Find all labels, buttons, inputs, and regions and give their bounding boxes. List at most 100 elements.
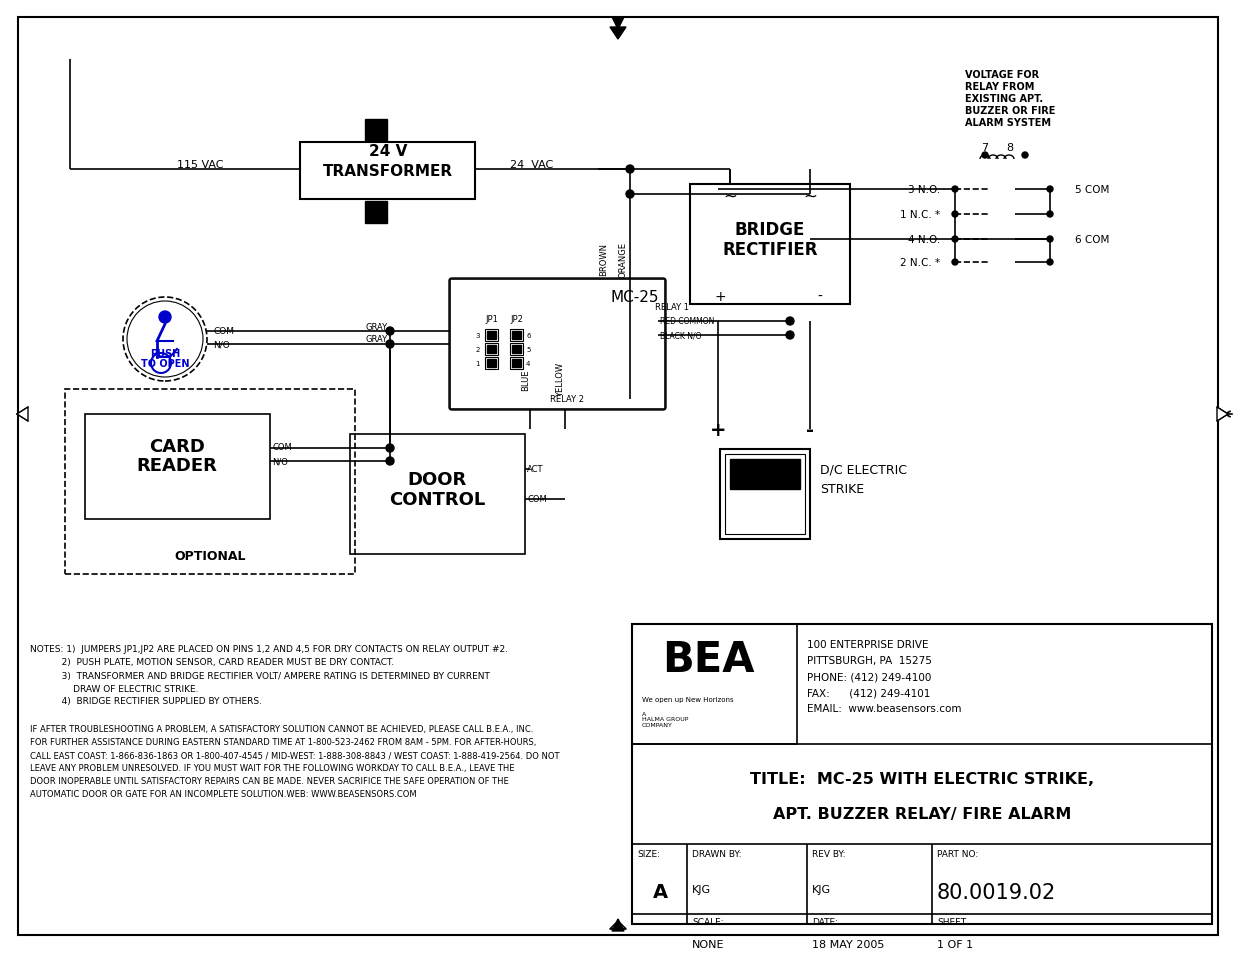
Text: DATE:: DATE: xyxy=(811,918,839,926)
Text: RELAY FROM: RELAY FROM xyxy=(965,82,1035,91)
Polygon shape xyxy=(17,408,28,421)
Text: 24  VAC: 24 VAC xyxy=(510,160,553,170)
Circle shape xyxy=(785,332,794,339)
Text: BLACK N/O: BLACK N/O xyxy=(659,331,701,340)
Bar xyxy=(725,455,805,535)
Text: 6: 6 xyxy=(526,333,531,338)
Text: 2)  PUSH PLATE, MOTION SENSOR, CARD READER MUST BE DRY CONTACT.: 2) PUSH PLATE, MOTION SENSOR, CARD READE… xyxy=(30,658,394,667)
Text: 5 COM: 5 COM xyxy=(1074,185,1109,194)
Text: A
HALMA GROUP
COMPANY: A HALMA GROUP COMPANY xyxy=(642,711,688,727)
Text: 4: 4 xyxy=(526,360,530,367)
Text: DRAWN BY:: DRAWN BY: xyxy=(692,850,741,859)
Text: KJG: KJG xyxy=(692,884,711,894)
Bar xyxy=(632,624,1212,924)
Text: N/O: N/O xyxy=(212,340,230,349)
Text: TRANSFORMER: TRANSFORMER xyxy=(322,164,453,179)
Polygon shape xyxy=(613,18,624,30)
Text: ORANGE: ORANGE xyxy=(619,242,627,277)
Text: CALL EAST COAST: 1-866-836-1863 OR 1-800-407-4545 / MID-WEST: 1-888-308-8843 / W: CALL EAST COAST: 1-866-836-1863 OR 1-800… xyxy=(30,751,559,760)
Circle shape xyxy=(387,340,394,349)
Bar xyxy=(487,346,496,354)
Text: TITLE:  MC-25 WITH ELECTRIC STRIKE,: TITLE: MC-25 WITH ELECTRIC STRIKE, xyxy=(750,772,1094,786)
Text: CARD: CARD xyxy=(149,437,205,456)
Bar xyxy=(85,415,270,519)
Text: -: - xyxy=(806,420,814,439)
Text: +: + xyxy=(710,420,726,439)
Text: JP1: JP1 xyxy=(485,315,499,324)
Text: FAX:      (412) 249-4101: FAX: (412) 249-4101 xyxy=(806,687,930,698)
Text: READER: READER xyxy=(137,456,217,475)
Bar xyxy=(690,185,850,305)
Text: -: - xyxy=(818,290,823,304)
Bar xyxy=(510,357,522,370)
Text: 5: 5 xyxy=(526,347,530,353)
Bar xyxy=(65,390,354,575)
Text: BUZZER OR FIRE: BUZZER OR FIRE xyxy=(965,106,1056,116)
Text: BEA: BEA xyxy=(662,639,755,680)
Text: PART NO:: PART NO: xyxy=(937,850,978,859)
Text: N/O: N/O xyxy=(272,457,288,466)
Bar xyxy=(485,357,498,370)
Text: +: + xyxy=(714,290,726,304)
Text: VOLTAGE FOR: VOLTAGE FOR xyxy=(965,70,1039,80)
Text: DOOR: DOOR xyxy=(408,471,467,489)
Bar xyxy=(350,435,525,555)
Text: We open up New Horizons: We open up New Horizons xyxy=(642,697,734,702)
Bar xyxy=(513,332,521,339)
Text: IF AFTER TROUBLESHOOTING A PROBLEM, A SATISFACTORY SOLUTION CANNOT BE ACHIEVED, : IF AFTER TROUBLESHOOTING A PROBLEM, A SA… xyxy=(30,724,534,734)
Text: ~: ~ xyxy=(722,188,737,206)
Text: SHEET: SHEET xyxy=(937,918,966,926)
Circle shape xyxy=(982,152,988,159)
Circle shape xyxy=(1047,212,1053,218)
Text: RELAY 2: RELAY 2 xyxy=(550,395,584,404)
Text: ACT: ACT xyxy=(527,465,543,474)
Text: 1 OF 1: 1 OF 1 xyxy=(937,939,973,949)
Bar xyxy=(720,450,810,539)
Text: NONE: NONE xyxy=(692,939,725,949)
Text: 3)  TRANSFORMER AND BRIDGE RECTIFIER VOLT/ AMPERE RATING IS DETERMINED BY CURREN: 3) TRANSFORMER AND BRIDGE RECTIFIER VOLT… xyxy=(30,671,490,679)
Circle shape xyxy=(626,191,634,199)
Text: RED COMMON: RED COMMON xyxy=(659,317,714,326)
Text: ~: ~ xyxy=(803,188,818,206)
Text: PUSH: PUSH xyxy=(149,349,180,358)
Text: MC-25: MC-25 xyxy=(611,291,659,305)
Text: RECTIFIER: RECTIFIER xyxy=(722,241,818,258)
Text: DRAW OF ELECTRIC STRIKE.: DRAW OF ELECTRIC STRIKE. xyxy=(30,684,199,693)
Polygon shape xyxy=(613,919,624,931)
Text: BRIDGE: BRIDGE xyxy=(735,221,805,239)
Text: LEAVE ANY PROBLEM UNRESOLVED. IF YOU MUST WAIT FOR THE FOLLOWING WORKDAY TO CALL: LEAVE ANY PROBLEM UNRESOLVED. IF YOU MUS… xyxy=(30,763,515,773)
Circle shape xyxy=(952,260,958,266)
Bar xyxy=(513,346,521,354)
Text: COM: COM xyxy=(212,327,233,336)
Circle shape xyxy=(1047,187,1053,193)
Text: TO OPEN: TO OPEN xyxy=(141,358,189,369)
Text: 7: 7 xyxy=(982,143,988,152)
Text: OPTIONAL: OPTIONAL xyxy=(174,550,246,563)
Text: PHONE: (412) 249-4100: PHONE: (412) 249-4100 xyxy=(806,671,931,681)
Text: GRAY: GRAY xyxy=(366,322,388,331)
Text: 6 COM: 6 COM xyxy=(1074,234,1109,245)
Text: GRAY: GRAY xyxy=(366,335,388,344)
Bar xyxy=(485,330,498,341)
Circle shape xyxy=(952,187,958,193)
Text: COM: COM xyxy=(527,495,547,504)
Text: 18 MAY 2005: 18 MAY 2005 xyxy=(811,939,884,949)
Circle shape xyxy=(159,312,170,324)
Bar xyxy=(510,330,522,341)
Text: JP2: JP2 xyxy=(510,315,524,324)
Bar xyxy=(485,344,498,355)
Text: AUTOMATIC DOOR OR GATE FOR AN INCOMPLETE SOLUTION.WEB: WWW.BEASENSORS.COM: AUTOMATIC DOOR OR GATE FOR AN INCOMPLETE… xyxy=(30,790,416,799)
Bar xyxy=(487,332,496,339)
Text: 24 V: 24 V xyxy=(369,144,408,159)
Text: RELAY 1: RELAY 1 xyxy=(655,303,689,313)
Text: FOR FURTHER ASSISTANCE DURING EASTERN STANDARD TIME AT 1-800-523-2462 FROM 8AM -: FOR FURTHER ASSISTANCE DURING EASTERN ST… xyxy=(30,738,536,747)
Text: 4)  BRIDGE RECTIFIER SUPPLIED BY OTHERS.: 4) BRIDGE RECTIFIER SUPPLIED BY OTHERS. xyxy=(30,697,262,706)
Text: CONTROL: CONTROL xyxy=(389,491,485,509)
Text: 3: 3 xyxy=(475,333,480,338)
Text: STRIKE: STRIKE xyxy=(820,483,864,496)
Text: PITTSBURGH, PA  15275: PITTSBURGH, PA 15275 xyxy=(806,656,932,665)
Text: 1 N.C. *: 1 N.C. * xyxy=(900,210,940,220)
Bar xyxy=(632,624,797,744)
Text: SIZE:: SIZE: xyxy=(637,850,659,859)
Text: BROWN: BROWN xyxy=(599,243,609,276)
